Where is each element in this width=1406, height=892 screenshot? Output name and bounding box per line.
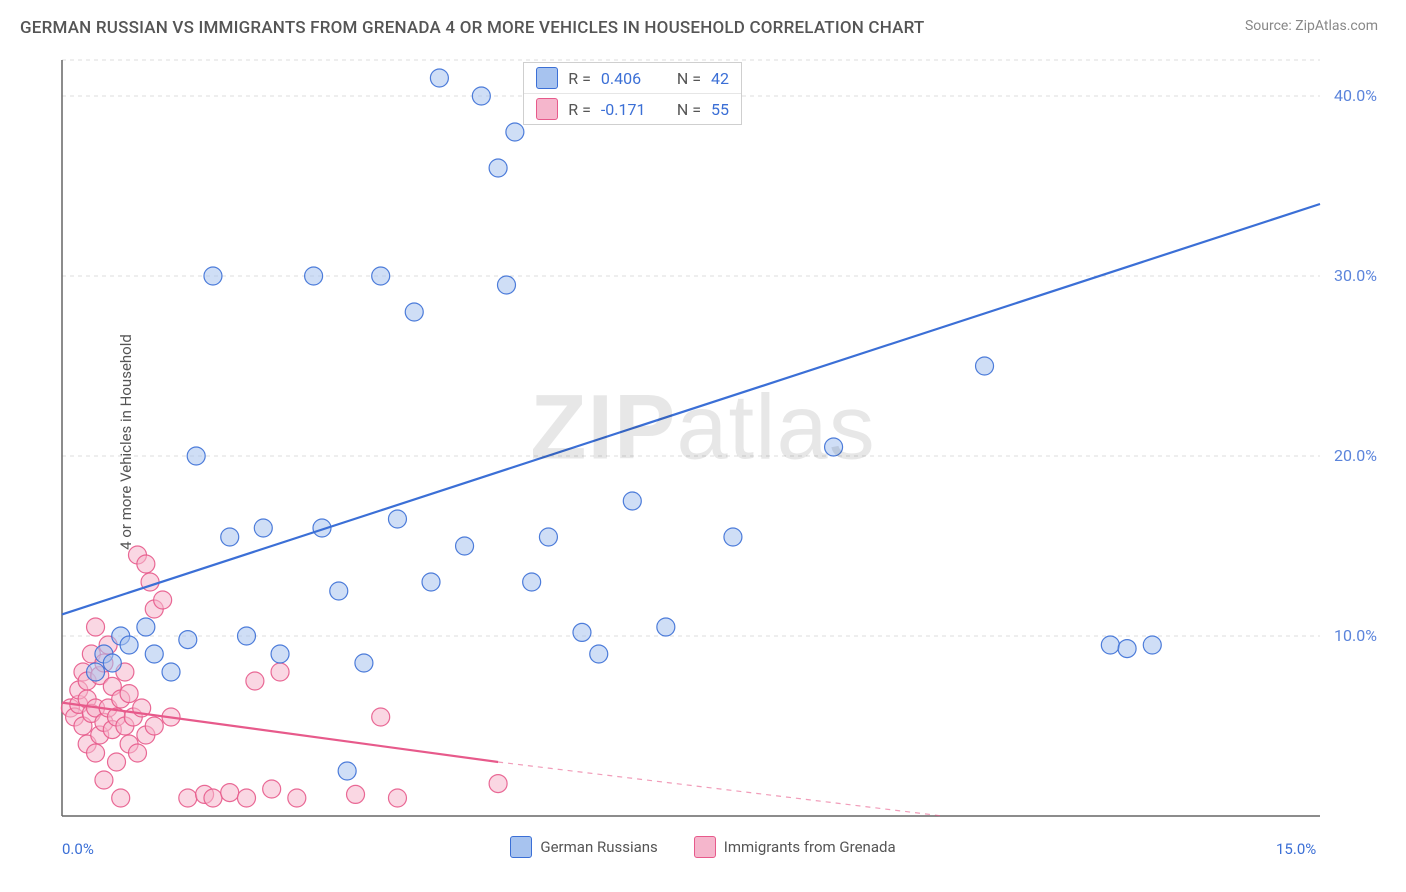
stats-r-value: 0.406	[601, 69, 657, 88]
stats-n-value: 42	[711, 69, 729, 88]
stats-r-value: -0.171	[601, 100, 657, 119]
stats-legend-box: R = 0.406 N = 42 R = -0.171 N = 55	[523, 62, 742, 125]
scatter-point	[137, 618, 155, 636]
scatter-point	[154, 591, 172, 609]
scatter-point	[422, 573, 440, 591]
scatter-point	[246, 672, 264, 690]
scatter-point	[497, 276, 515, 294]
scatter-point	[179, 631, 197, 649]
scatter-point	[120, 685, 138, 703]
y-tick-label: 30.0%	[1334, 266, 1377, 285]
legend-item: Immigrants from Grenada	[694, 836, 896, 858]
scatter-point	[1101, 636, 1119, 654]
legend-label: Immigrants from Grenada	[724, 838, 896, 856]
y-tick-label: 20.0%	[1334, 446, 1377, 465]
scatter-point	[87, 618, 105, 636]
scatter-point	[338, 762, 356, 780]
scatter-point	[137, 555, 155, 573]
scatter-point	[623, 492, 641, 510]
chart-title: GERMAN RUSSIAN VS IMMIGRANTS FROM GRENAD…	[20, 18, 925, 38]
trend-line-ext	[498, 762, 942, 816]
scatter-point	[1118, 640, 1136, 658]
chart-area: 4 or more Vehicles in Household 10.0% 20.…	[52, 56, 1390, 828]
scatter-point	[87, 663, 105, 681]
scatter-point	[204, 789, 222, 807]
scatter-point	[288, 789, 306, 807]
stats-swatch	[536, 67, 558, 89]
scatter-point	[430, 69, 448, 87]
scatter-point	[523, 573, 541, 591]
stats-n-label: N =	[677, 69, 701, 88]
scatter-point	[372, 267, 390, 285]
scatter-point	[724, 528, 742, 546]
scatter-point	[162, 663, 180, 681]
scatter-point	[145, 645, 163, 663]
scatter-point	[145, 717, 163, 735]
scatter-chart: 10.0% 20.0% 30.0% 40.0%	[52, 56, 1390, 828]
scatter-point	[204, 267, 222, 285]
scatter-point	[489, 159, 507, 177]
stats-n-label: N =	[677, 100, 701, 119]
scatter-point	[271, 645, 289, 663]
stats-r-label: R =	[568, 69, 591, 88]
scatter-point	[179, 789, 197, 807]
scatter-point	[506, 123, 524, 141]
scatter-point	[128, 744, 146, 762]
stats-row: R = -0.171 N = 55	[524, 93, 741, 124]
scatter-point	[573, 623, 591, 641]
scatter-point	[112, 789, 130, 807]
scatter-point	[825, 438, 843, 456]
stats-swatch	[536, 98, 558, 120]
scatter-point	[95, 771, 113, 789]
scatter-point	[263, 780, 281, 798]
scatter-point	[405, 303, 423, 321]
scatter-point	[657, 618, 675, 636]
y-tick-label: 10.0%	[1334, 626, 1377, 645]
legend-label: German Russians	[540, 838, 657, 856]
scatter-point	[221, 784, 239, 802]
scatter-point	[87, 744, 105, 762]
stats-r-label: R =	[568, 100, 591, 119]
scatter-point	[221, 528, 239, 546]
stats-row: R = 0.406 N = 42	[524, 63, 741, 93]
scatter-point	[330, 582, 348, 600]
scatter-point	[355, 654, 373, 672]
scatter-point	[489, 775, 507, 793]
scatter-point	[238, 627, 256, 645]
scatter-point	[388, 510, 406, 528]
legend-swatch	[510, 836, 532, 858]
scatter-point	[108, 753, 126, 771]
scatter-point	[590, 645, 608, 663]
legend: German Russians Immigrants from Grenada	[0, 836, 1406, 858]
scatter-point	[347, 785, 365, 803]
source-label: Source: ZipAtlas.com	[1245, 18, 1378, 34]
scatter-point	[372, 708, 390, 726]
trend-line	[62, 204, 1320, 614]
stats-n-value: 55	[711, 100, 729, 119]
legend-swatch	[694, 836, 716, 858]
scatter-point	[456, 537, 474, 555]
scatter-point	[254, 519, 272, 537]
scatter-point	[271, 663, 289, 681]
scatter-point	[238, 789, 256, 807]
y-axis-label: 4 or more Vehicles in Household	[117, 334, 135, 550]
scatter-point	[305, 267, 323, 285]
scatter-point	[539, 528, 557, 546]
scatter-point	[472, 87, 490, 105]
legend-item: German Russians	[510, 836, 657, 858]
scatter-point	[187, 447, 205, 465]
scatter-point	[103, 654, 121, 672]
scatter-point	[1143, 636, 1161, 654]
scatter-point	[976, 357, 994, 375]
scatter-point	[388, 789, 406, 807]
y-tick-label: 40.0%	[1334, 86, 1377, 105]
scatter-point	[120, 636, 138, 654]
